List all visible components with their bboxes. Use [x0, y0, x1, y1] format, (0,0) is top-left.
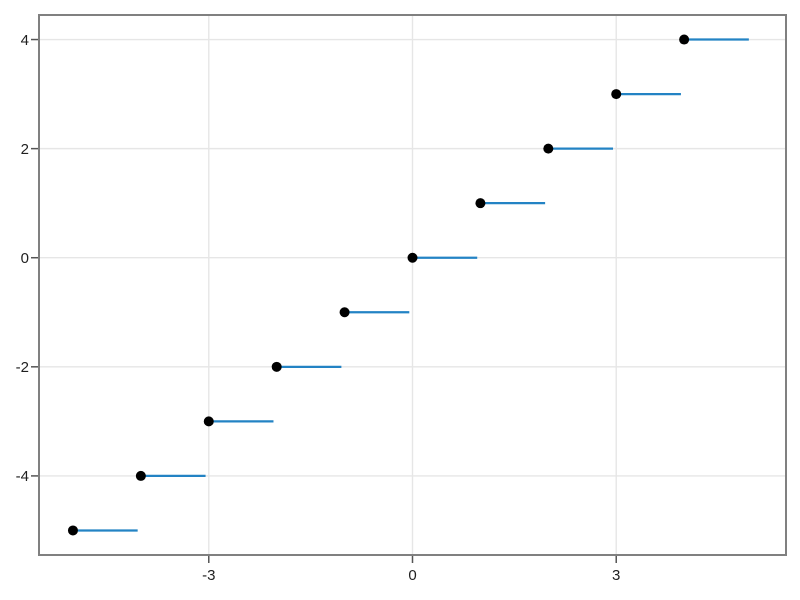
y-tick-label: -2 [16, 359, 29, 376]
x-tick-label: 0 [408, 567, 416, 584]
step-marker [407, 252, 418, 263]
step-marker [271, 361, 282, 372]
y-tick-label: 4 [21, 32, 29, 49]
y-tick-label: -4 [16, 468, 29, 485]
step-marker [135, 470, 146, 481]
y-tick-label: 0 [21, 250, 29, 267]
step-marker [339, 307, 350, 318]
step-marker [543, 143, 554, 154]
step-marker [611, 89, 622, 100]
x-tick-label: -3 [202, 567, 215, 584]
step-marker [679, 34, 690, 45]
step-marker [475, 198, 486, 209]
step-marker [67, 525, 78, 536]
x-tick-label: 3 [612, 567, 620, 584]
y-tick-label: 2 [21, 141, 29, 158]
step-marker [203, 416, 214, 427]
plot-frame [38, 14, 787, 556]
